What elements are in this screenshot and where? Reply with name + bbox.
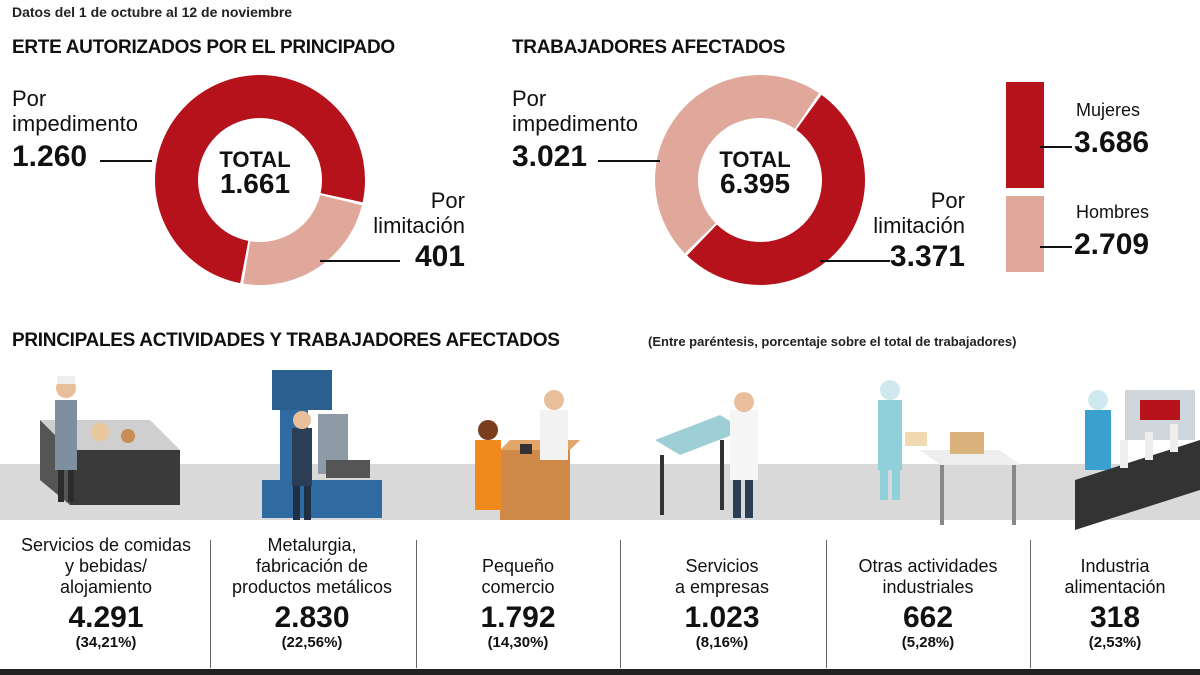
- activity-name: Industria alimentación: [1064, 556, 1166, 597]
- activity-name: Servicios a empresas: [674, 556, 770, 597]
- mujeres-bar: [1006, 82, 1044, 188]
- industrial-worker-icon: [878, 380, 1020, 525]
- erte-total: TOTAL 1.661: [195, 147, 315, 199]
- workers-limitacion-slice: [687, 94, 865, 285]
- activity-value: 4.291: [68, 601, 144, 634]
- column-divider: [416, 540, 417, 668]
- food-industry-conveyor-icon: [1075, 390, 1200, 530]
- workers-impedimento-slice: [655, 74, 819, 254]
- workers-total-value: 6.395: [719, 168, 791, 199]
- workers-impedimento-label: Por impedimento: [512, 86, 638, 136]
- activities-section-title: PRINCIPALES ACTIVIDADES Y TRABAJADORES A…: [12, 330, 560, 351]
- column-divider: [210, 540, 211, 668]
- activity-percentage: (34,21%): [75, 634, 137, 651]
- activity-column-3: Pequeño comercio 1.792 (14,30%): [418, 532, 618, 652]
- activity-name: Servicios de comidas y bebidas/alojamient…: [20, 535, 192, 597]
- activity-column-6: Industria alimentación 318 (2,53%): [1032, 532, 1198, 652]
- date-range-subtitle: Datos del 1 de octubre al 12 de noviembr…: [12, 4, 293, 20]
- activity-name: Metalurgia, fabricación de productos metál…: [231, 535, 393, 597]
- workers-impedimento-leader: [598, 160, 660, 162]
- workers-total-label: TOTAL: [719, 147, 791, 172]
- activity-percentage: (14,30%): [487, 634, 549, 651]
- mujeres-leader: [1040, 146, 1072, 148]
- activity-column-5: Otras actividades industriales 662 (5,28%…: [828, 532, 1028, 652]
- bottom-rule: [0, 669, 1200, 675]
- metal-machine-icon: [262, 370, 382, 520]
- activities-note: (Entre paréntesis, porcentaje sobre el t…: [648, 334, 1017, 349]
- workers-impedimento-value: 3.021: [512, 140, 588, 173]
- activity-illustrations: [40, 370, 1200, 530]
- erte-donut-chart: [155, 75, 365, 285]
- activity-percentage: (2,53%): [1088, 634, 1142, 651]
- hombres-leader: [1040, 246, 1072, 248]
- erte-total-label: TOTAL: [219, 147, 291, 172]
- workers-limitacion-leader: [820, 260, 890, 262]
- activity-percentage: (8,16%): [695, 634, 749, 651]
- workers-limitacion-value: 3.371: [889, 240, 965, 273]
- erte-total-value: 1.661: [219, 168, 291, 199]
- hombres-value: 2.709: [1074, 228, 1150, 261]
- activity-value: 318: [1089, 601, 1141, 634]
- activity-name: Pequeño comercio: [481, 556, 555, 597]
- erte-impedimento-slice: [155, 75, 365, 284]
- hombres-label: Hombres: [1076, 202, 1150, 222]
- business-services-icon: [655, 392, 758, 518]
- column-divider: [826, 540, 827, 668]
- workers-limitacion-label: Por limitación: [873, 188, 965, 238]
- illustration-band: [0, 464, 1200, 520]
- activity-column-4: Servicios a empresas 1.023 (8,16%): [622, 532, 822, 652]
- activity-value: 662: [902, 601, 954, 634]
- mujeres-value: 3.686: [1074, 126, 1150, 159]
- erte-impedimento-value: 1.260: [12, 140, 88, 173]
- activity-value: 1.792: [480, 601, 556, 634]
- erte-limitacion-value: 401: [414, 240, 465, 273]
- erte-limitacion-leader: [320, 260, 400, 262]
- cook-counter-icon: [40, 376, 180, 505]
- activity-column-1: Servicios de comidas y bebidas/alojamient…: [6, 532, 206, 652]
- activity-percentage: (5,28%): [901, 634, 955, 651]
- activity-value: 2.830: [274, 601, 350, 634]
- activity-percentage: (22,56%): [281, 634, 343, 651]
- workers-total: TOTAL 6.395: [695, 147, 815, 199]
- erte-impedimento-leader: [100, 160, 152, 162]
- erte-limitacion-slice: [243, 194, 362, 285]
- workers-section-title: TRABAJADORES AFECTADOS: [512, 37, 786, 58]
- hombres-bar: [1006, 195, 1044, 272]
- mujeres-label: Mujeres: [1076, 100, 1141, 120]
- shop-counter-icon: [475, 390, 580, 520]
- workers-donut-chart: [655, 74, 865, 285]
- column-divider: [620, 540, 621, 668]
- erte-section-title: ERTE AUTORIZADOS POR EL PRINCIPADO: [12, 37, 395, 58]
- erte-limitacion-label: Por limitación: [373, 188, 465, 238]
- activity-name: Otras actividades industriales: [858, 556, 998, 597]
- activity-column-2: Metalurgia, fabricación de productos metál…: [212, 532, 412, 652]
- column-divider: [1030, 540, 1031, 668]
- erte-impedimento-label: Por impedimento: [12, 86, 138, 136]
- activity-value: 1.023: [684, 601, 760, 634]
